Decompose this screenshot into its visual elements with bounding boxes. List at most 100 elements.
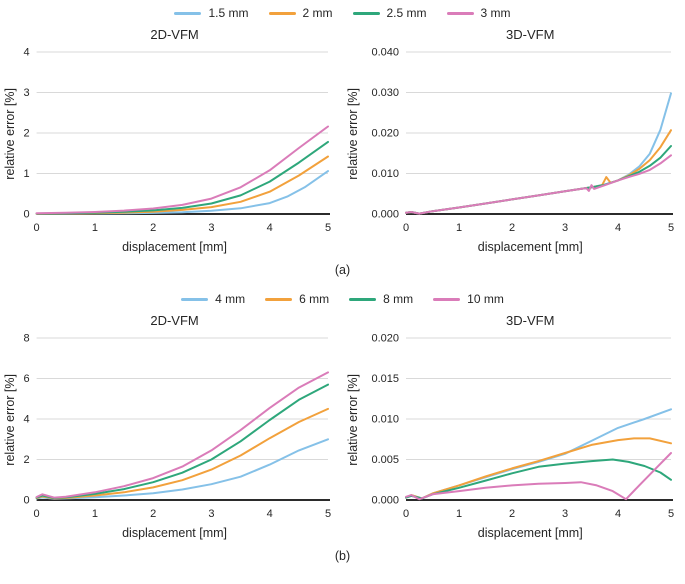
legend-item: 1.5 mm <box>174 6 249 20</box>
chart-title: 2D-VFM <box>150 27 199 42</box>
y-tick-label: 0 <box>24 209 30 221</box>
y-tick-label: 8 <box>24 333 30 345</box>
x-tick-label: 2 <box>509 222 515 234</box>
legend-item: 3 mm <box>446 6 511 20</box>
series-line-3mm <box>35 125 330 215</box>
chart-3d-vfm: 3D-VFM relative error [%] 0.000 0.005 0.010 0… <box>343 312 685 544</box>
x-tick-label: 0 <box>403 222 409 234</box>
y-axis-label-box: relative error [%] <box>345 44 361 240</box>
x-tick-label: 3 <box>209 222 215 234</box>
legend-swatch-icon <box>352 11 380 15</box>
x-axis-label: displacement [mm] <box>122 526 227 540</box>
chart-canvas: 0.000 0.005 0.010 0.015 0.020 0 1 2 3 4 5 <box>371 333 674 521</box>
series-line-6mm <box>404 437 672 500</box>
chart-body: relative error [%] 0 2 4 6 8 0 1 2 3 4 5 <box>2 330 340 526</box>
legend-swatch-icon <box>446 11 474 15</box>
x-tick-label: 2 <box>150 222 156 234</box>
legend-item: 2.5 mm <box>352 6 427 20</box>
legend-label: 3 mm <box>480 6 511 20</box>
legend-label: 8 mm <box>383 292 414 306</box>
legend-swatch-icon <box>265 297 293 301</box>
y-tick-label: 4 <box>24 414 30 426</box>
x-tick-label: 5 <box>325 508 331 520</box>
legend-label: 1.5 mm <box>208 6 249 20</box>
chart-canvas: 0 2 4 6 8 0 1 2 3 4 5 <box>24 333 332 521</box>
x-tick-label: 5 <box>325 222 331 234</box>
y-axis-label-box: relative error [%] <box>345 330 361 526</box>
y-tick-label: 4 <box>24 47 30 59</box>
series-line-10mm <box>404 452 672 501</box>
series-line-4mm <box>35 438 330 500</box>
chart-canvas: 0 1 2 3 4 0 1 2 3 4 5 <box>24 47 332 235</box>
chart-body: relative error [%] 0.000 0.010 0.020 0.030 0.… <box>345 44 683 240</box>
legend-label: 10 mm <box>467 292 504 306</box>
y-axis-label-box: relative error [%] <box>2 330 18 526</box>
legend-b: 4 mm 6 mm 8 mm 10 mm <box>0 290 685 308</box>
legend-swatch-icon <box>174 11 202 15</box>
x-tick-label: 2 <box>509 508 515 520</box>
y-tick-label: 2 <box>24 128 30 140</box>
x-axis-label: displacement [mm] <box>477 526 583 540</box>
legend-item: 2 mm <box>268 6 333 20</box>
series-line-2.5mm <box>35 140 330 215</box>
chart-body: relative error [%] 0 1 2 3 4 0 1 2 3 4 5 <box>2 44 340 240</box>
series-line-4mm <box>404 408 672 500</box>
y-tick-label: 0.020 <box>371 333 399 345</box>
chart-canvas: 0.000 0.010 0.020 0.030 0.040 0 1 2 3 4 5 <box>371 47 674 235</box>
legend-item: 4 mm <box>181 292 245 306</box>
charts-row-a: 2D-VFM relative error [%] 0 1 2 3 4 0 1 2 3 4 5 displ… <box>0 26 685 258</box>
legend-swatch-icon <box>349 297 377 301</box>
series-line-6mm <box>35 407 330 500</box>
x-tick-label: 5 <box>668 222 674 234</box>
y-axis-label: relative error [%] <box>3 374 18 466</box>
chart-body: relative error [%] 0.000 0.005 0.010 0.015 0.… <box>345 330 683 526</box>
chart-title: 3D-VFM <box>506 313 555 328</box>
legend-item: 6 mm <box>265 292 329 306</box>
y-tick-label: 0.020 <box>371 128 399 140</box>
series-line-10mm <box>35 371 330 499</box>
x-tick-label: 4 <box>267 508 273 520</box>
chart-2d-vfm: 2D-VFM relative error [%] 0 1 2 3 4 0 1 2 3 4 5 displ… <box>0 26 343 258</box>
legend-item: 10 mm <box>433 292 504 306</box>
x-tick-label: 5 <box>668 508 674 520</box>
y-tick-label: 1 <box>24 168 30 180</box>
panel-b: 4 mm 6 mm 8 mm 10 mm 2D-VFM relative error [… <box>0 288 685 564</box>
y-tick-label: 0.010 <box>371 414 399 426</box>
y-tick-label: 0.000 <box>371 209 399 221</box>
y-tick-label: 6 <box>24 373 30 385</box>
legend-item: 8 mm <box>349 292 413 306</box>
series-line-2.5mm <box>404 145 672 215</box>
chart-title: 2D-VFM <box>150 313 199 328</box>
x-tick-label: 3 <box>562 222 568 234</box>
chart-3d-vfm: 3D-VFM relative error [%] 0.000 0.010 0.020 0… <box>343 26 685 258</box>
charts-row-b: 2D-VFM relative error [%] 0 2 4 6 8 0 1 2 3 4 5 displ… <box>0 312 685 544</box>
y-tick-label: 0.000 <box>371 495 399 507</box>
legend-label: 6 mm <box>299 292 330 306</box>
x-tick-label: 4 <box>615 508 621 520</box>
y-tick-label: 0.010 <box>371 168 399 180</box>
y-tick-label: 2 <box>24 454 30 466</box>
x-tick-label: 0 <box>34 508 40 520</box>
legend-label: 2.5 mm <box>386 6 427 20</box>
chart-title: 3D-VFM <box>506 27 555 42</box>
x-tick-label: 1 <box>92 222 98 234</box>
y-tick-label: 3 <box>24 87 30 99</box>
legend-a: 1.5 mm 2 mm 2.5 mm 3 mm <box>0 4 685 22</box>
panel-a: 1.5 mm 2 mm 2.5 mm 3 mm 2D-VFM relative erro… <box>0 2 685 278</box>
x-tick-label: 3 <box>209 508 215 520</box>
y-tick-label: 0.005 <box>371 454 399 466</box>
x-axis-label: displacement [mm] <box>122 240 227 254</box>
x-tick-label: 3 <box>562 508 568 520</box>
legend-swatch-icon <box>433 297 461 301</box>
panel-caption-a: (a) <box>334 263 351 277</box>
x-tick-label: 2 <box>150 508 156 520</box>
legend-label: 2 mm <box>302 6 333 20</box>
y-axis-label: relative error [%] <box>345 374 360 466</box>
x-tick-label: 0 <box>403 508 409 520</box>
chart-2d-vfm: 2D-VFM relative error [%] 0 2 4 6 8 0 1 2 3 4 5 displ… <box>0 312 343 544</box>
x-tick-label: 4 <box>267 222 273 234</box>
legend-label: 4 mm <box>215 292 246 306</box>
y-axis-label-box: relative error [%] <box>2 44 18 240</box>
y-tick-label: 0.030 <box>371 87 399 99</box>
